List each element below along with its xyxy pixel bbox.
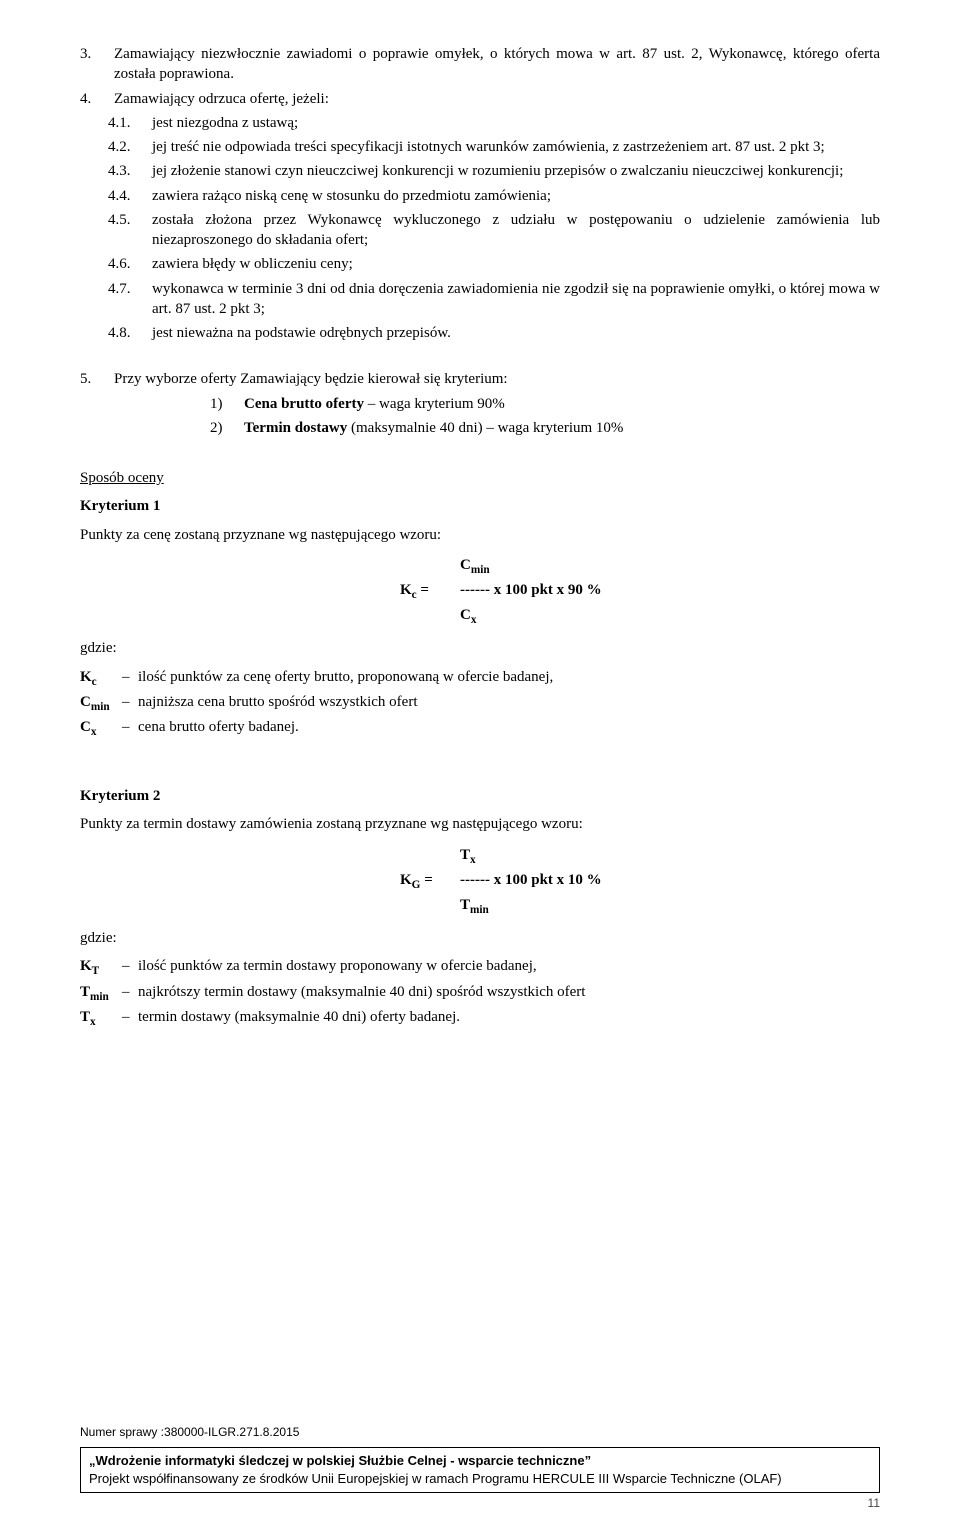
list-text: zawiera rażąco niską cenę w stosunku do … [152, 186, 880, 206]
list-number: 4.3. [108, 161, 152, 181]
kryterium-2-intro: Punkty za termin dostawy zamówienia zost… [80, 814, 880, 834]
where-dash: – [122, 692, 138, 715]
list-item-4-8: 4.8. jest nieważna na podstawie odrębnyc… [108, 323, 880, 343]
where-block-1: gdzie: Kc – ilość punktów za cenę oferty… [80, 638, 880, 740]
where-line: Kc – ilość punktów za cenę oferty brutto… [80, 667, 880, 690]
criteria-list: 1) Cena brutto oferty – waga kryterium 9… [210, 394, 880, 439]
criteria-rest: – waga kryterium 90% [364, 396, 505, 412]
list-text: wykonawca w terminie 3 dni od dnia doręc… [152, 279, 880, 320]
list-number: 5. [80, 369, 114, 389]
criteria-label: Cena brutto oferty [244, 396, 364, 412]
where-text: cena brutto oferty badanej. [138, 717, 880, 740]
list-number: 4.6. [108, 254, 152, 274]
where-line: Tx – termin dostawy (maksymalnie 40 dni)… [80, 1007, 880, 1030]
footer-subtitle: Projekt współfinansowany ze środków Unii… [89, 1470, 871, 1488]
list-item-4: 4. Zamawiający odrzuca ofertę, jeżeli: [80, 89, 880, 109]
kryterium-1-title: Kryterium 1 [80, 496, 880, 516]
where-symbol: Cx [80, 717, 122, 740]
list-number: 4.8. [108, 323, 152, 343]
list-text: jej treść nie odpowiada treści specyfika… [152, 137, 880, 157]
list-number: 2) [210, 418, 244, 438]
where-symbol: Tmin [80, 982, 122, 1005]
list-item-4-3: 4.3. jej złożenie stanowi czyn nieuczciw… [108, 161, 880, 181]
list-number: 4.1. [108, 113, 152, 133]
list-item-3: 3. Zamawiający niezwłocznie zawiadomi o … [80, 44, 880, 85]
where-dash: – [122, 956, 138, 979]
where-dash: – [122, 717, 138, 740]
where-label: gdzie: [80, 638, 880, 658]
footer-title: „Wdrożenie informatyki śledczej w polski… [89, 1452, 871, 1470]
where-text: termin dostawy (maksymalnie 40 dni) ofer… [138, 1007, 880, 1030]
where-line: KT – ilość punktów za termin dostawy pro… [80, 956, 880, 979]
formula-rhs: ------ x 100 pkt x 10 % [460, 870, 880, 893]
list-text: Cena brutto oferty – waga kryterium 90% [244, 394, 880, 414]
where-symbol: Kc [80, 667, 122, 690]
list-item-4-5: 4.5. została złożona przez Wykonawcę wyk… [108, 210, 880, 251]
where-line: Tmin – najkrótszy termin dostawy (maksym… [80, 982, 880, 1005]
formula-2: Tx KG = ------ x 100 pkt x 10 % Tmin [80, 845, 880, 919]
list-number: 1) [210, 394, 244, 414]
list-item-4-1: 4.1. jest niezgodna z ustawą; [108, 113, 880, 133]
list-item-5: 5. Przy wyborze oferty Zamawiający będzi… [80, 369, 880, 389]
page-footer: Numer sprawy :380000-ILGR.271.8.2015 „Wd… [80, 1424, 880, 1493]
list-text: Zamawiający niezwłocznie zawiadomi o pop… [114, 44, 880, 85]
formula-numerator: Tx [460, 845, 880, 868]
where-dash: – [122, 1007, 138, 1030]
list-item-4-2: 4.2. jej treść nie odpowiada treści spec… [108, 137, 880, 157]
criteria-label: Termin dostawy [244, 420, 347, 436]
formula-denominator: Tmin [460, 895, 880, 918]
list-text: jest niezgodna z ustawą; [152, 113, 880, 133]
formula-1: Cmin Kc = ------ x 100 pkt x 90 % Cx [80, 555, 880, 629]
where-text: najniższa cena brutto spośród wszystkich… [138, 692, 880, 715]
list-item-4-4: 4.4. zawiera rażąco niską cenę w stosunk… [108, 186, 880, 206]
page-container: 3. Zamawiający niezwłocznie zawiadomi o … [0, 0, 960, 1513]
formula-numerator: Cmin [460, 555, 880, 578]
where-line: Cx – cena brutto oferty badanej. [80, 717, 880, 740]
list-number: 4.7. [108, 279, 152, 320]
where-text: najkrótszy termin dostawy (maksymalnie 4… [138, 982, 880, 1005]
list-text: Przy wyborze oferty Zamawiający będzie k… [114, 369, 880, 389]
criteria-item-1: 1) Cena brutto oferty – waga kryterium 9… [210, 394, 880, 414]
footer-box: „Wdrożenie informatyki śledczej w polski… [80, 1447, 880, 1493]
list-number: 4.5. [108, 210, 152, 251]
where-text: ilość punktów za cenę oferty brutto, pro… [138, 667, 880, 690]
criteria-item-2: 2) Termin dostawy (maksymalnie 40 dni) –… [210, 418, 880, 438]
list-number: 4.4. [108, 186, 152, 206]
list-text: Zamawiający odrzuca ofertę, jeżeli: [114, 89, 880, 109]
where-line: Cmin – najniższa cena brutto spośród wsz… [80, 692, 880, 715]
where-dash: – [122, 667, 138, 690]
where-symbol: KT [80, 956, 122, 979]
where-symbol: Tx [80, 1007, 122, 1030]
kryterium-1-intro: Punkty za cenę zostaną przyznane wg nast… [80, 525, 880, 545]
criteria-rest: (maksymalnie 40 dni) – waga kryterium 10… [347, 420, 623, 436]
where-symbol: Cmin [80, 692, 122, 715]
list-item-4-6: 4.6. zawiera błędy w obliczeniu ceny; [108, 254, 880, 274]
list-number: 3. [80, 44, 114, 85]
list-number: 4.2. [108, 137, 152, 157]
where-block-2: gdzie: KT – ilość punktów za termin dost… [80, 928, 880, 1030]
list-text: zawiera błędy w obliczeniu ceny; [152, 254, 880, 274]
where-label: gdzie: [80, 928, 880, 948]
list-text: Termin dostawy (maksymalnie 40 dni) – wa… [244, 418, 880, 438]
formula-denominator: Cx [460, 605, 880, 628]
list-text: została złożona przez Wykonawcę wykluczo… [152, 210, 880, 251]
formula-lhs: Kc = [400, 580, 460, 603]
list-text: jest nieważna na podstawie odrębnych prz… [152, 323, 880, 343]
formula-rhs: ------ x 100 pkt x 90 % [460, 580, 880, 603]
list-number: 4. [80, 89, 114, 109]
list-text: jej złożenie stanowi czyn nieuczciwej ko… [152, 161, 880, 181]
formula-lhs: KG = [400, 870, 460, 893]
section-header: Sposób oceny [80, 468, 880, 488]
page-number: 11 [868, 1495, 880, 1511]
footer-reference: Numer sprawy :380000-ILGR.271.8.2015 [80, 1424, 880, 1440]
list-item-4-7: 4.7. wykonawca w terminie 3 dni od dnia … [108, 279, 880, 320]
where-dash: – [122, 982, 138, 1005]
kryterium-2-title: Kryterium 2 [80, 786, 880, 806]
where-text: ilość punktów za termin dostawy proponow… [138, 956, 880, 979]
